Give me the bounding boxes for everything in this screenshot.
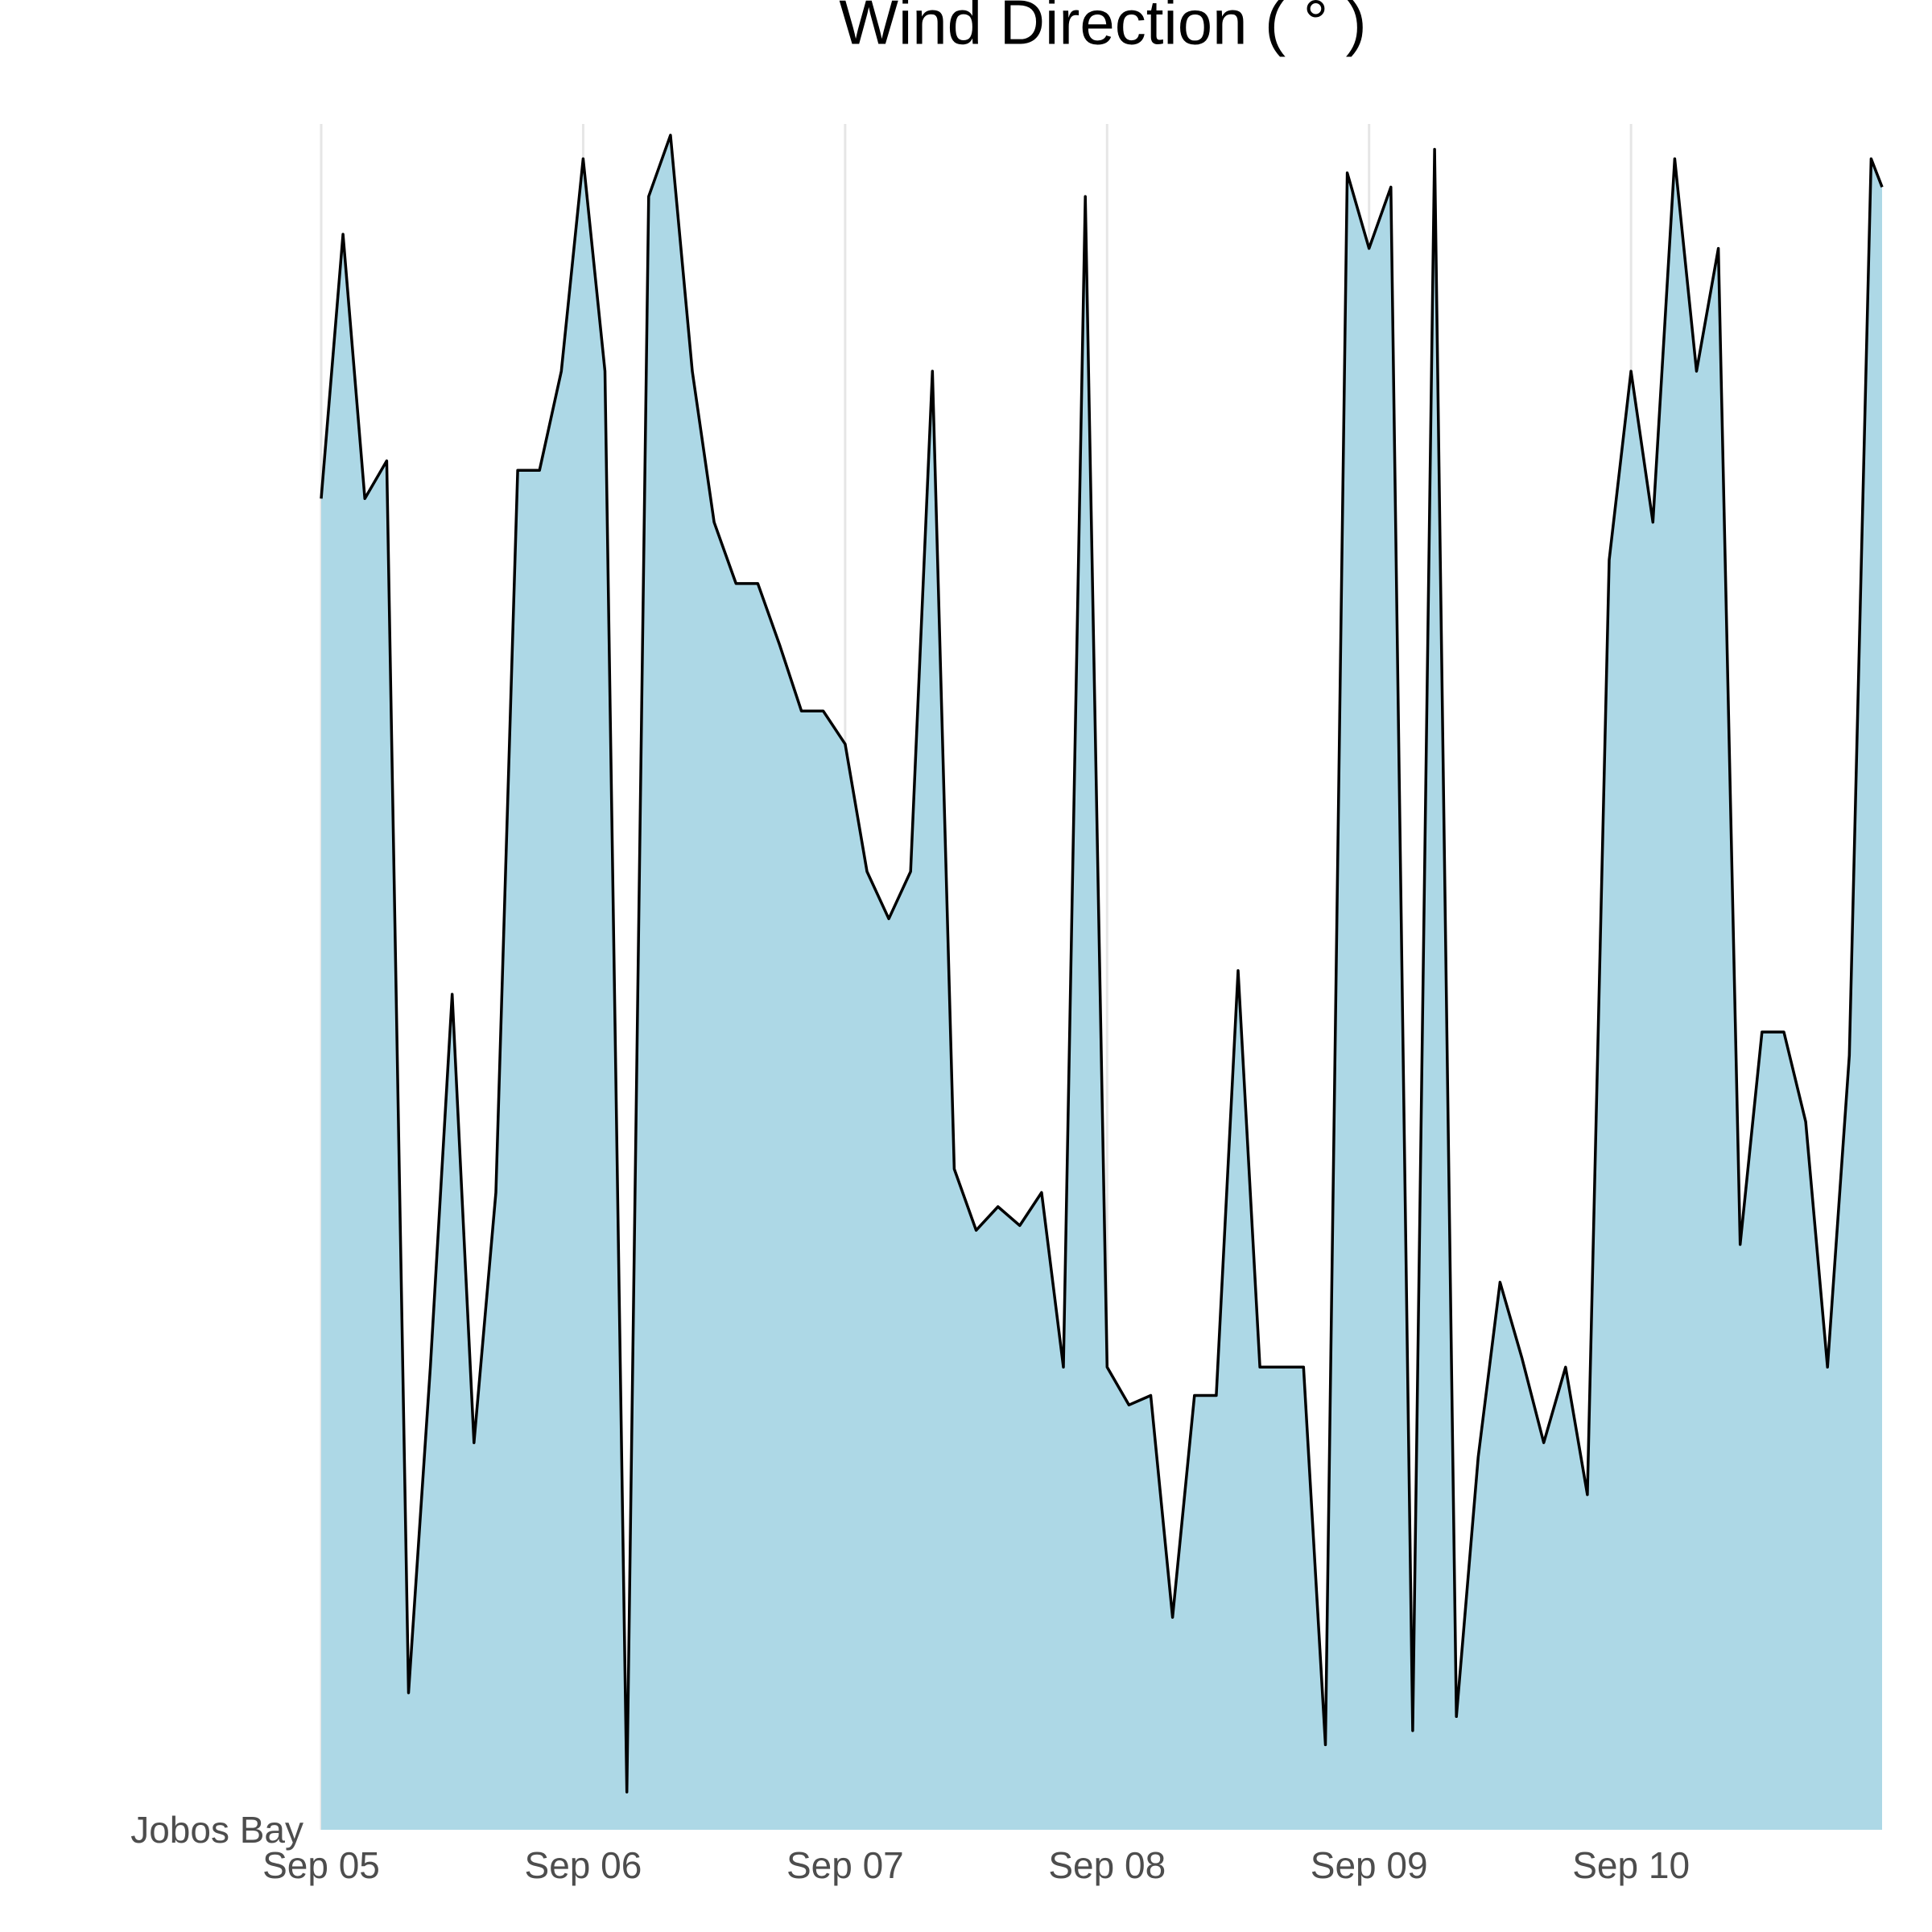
y-category-label: Jobos Bay <box>130 1809 303 1851</box>
x-tick-label: Sep 08 <box>1048 1844 1166 1886</box>
x-tick-label: Sep 05 <box>262 1844 380 1886</box>
x-tick-label: Sep 09 <box>1311 1844 1428 1886</box>
line <box>320 134 1884 1794</box>
chart-title: Wind Direction ( ° ) <box>839 0 1366 58</box>
area <box>321 134 1882 1831</box>
x-tick-label: Sep 06 <box>525 1844 642 1886</box>
x-tick-label: Sep 10 <box>1572 1844 1690 1886</box>
x-tick-label: Sep 07 <box>786 1844 904 1886</box>
